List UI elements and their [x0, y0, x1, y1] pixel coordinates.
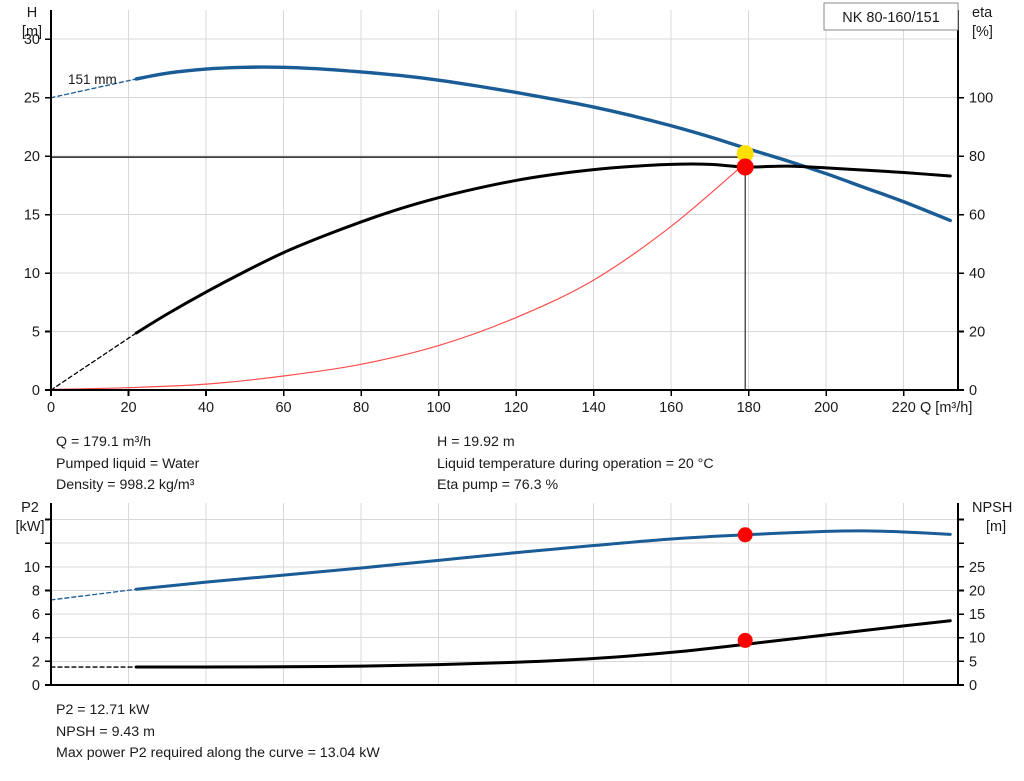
- duty-info-top: Q = 179.1 m³/h Pumped liquid = Water Den…: [0, 430, 1024, 493]
- axes: [49, 503, 960, 687]
- curve-npsh: [134, 619, 952, 669]
- curve-npsh: [50, 162, 746, 391]
- x-axis-title: Q [m³/h]: [920, 400, 972, 416]
- y-tick-label: 20: [24, 149, 40, 165]
- y-tick-label: 10: [24, 266, 40, 282]
- y2-tick-label: 60: [969, 208, 985, 224]
- y-tick-label: 8: [32, 583, 40, 599]
- info-max-power: Max power P2 required along the curve = …: [56, 745, 380, 761]
- y2-tick-label: 0: [969, 383, 977, 399]
- y2-axis-unit: [%]: [972, 24, 993, 40]
- y-tick-label: 0: [32, 678, 40, 694]
- info-power-p2: P2 = 12.71 kW: [56, 702, 150, 718]
- x-tick-label: 220: [892, 400, 916, 416]
- model-label-box: NK 80-160/151: [823, 2, 959, 31]
- curves: [50, 65, 952, 391]
- curve-eta-dashed-extension: [50, 332, 137, 391]
- y-axis-unit: [m]: [22, 24, 42, 40]
- y-tick-label: 0: [32, 383, 40, 399]
- info-flow-rate: Q = 179.1 m³/h: [56, 434, 152, 450]
- info-npsh: NPSH = 9.43 m: [56, 723, 155, 740]
- power-npsh-chart: 0 2 4 6 8 10 0 5 10 15 20 25 P2 [kW] NPSH [m]: [16, 500, 1013, 694]
- axes: [49, 10, 960, 392]
- y2-tick-label: 100: [969, 91, 993, 107]
- x-tick-label: 100: [427, 400, 451, 416]
- head-eta-npsh-chart: 0 5 10 15 20 25 30 0 20 40 60 80 100 0 20 40 60 80 100 120 1…: [22, 2, 993, 416]
- y-tick-label: 15: [24, 208, 40, 224]
- duty-point-guides: [51, 156, 746, 390]
- tick-labels: 0 2 4 6 8 10 0 5 10 15 20 25: [24, 518, 985, 694]
- x-tick-label: 200: [814, 400, 838, 416]
- y-tick-label: 10: [24, 560, 40, 576]
- grid-lines: [51, 10, 958, 390]
- duty-marker-eta: [736, 158, 754, 176]
- x-tick-label: 0: [47, 400, 55, 416]
- duty-info-top-left: Q = 179.1 m³/h Pumped liquid = Water Den…: [56, 432, 199, 497]
- y2-axis-unit: [m]: [986, 519, 1006, 535]
- y2-axis-title: NPSH: [972, 500, 1012, 516]
- y2-tick-label: 20: [969, 325, 985, 341]
- y2-tick-label: 40: [969, 266, 985, 282]
- duty-info-bottom: P2 = 12.71 kW NPSH = 9.43 m Max power P2…: [56, 700, 380, 765]
- x-tick-label: 180: [737, 400, 761, 416]
- duty-marker-head: [736, 145, 754, 163]
- curve-h-head-dashed-extension: [50, 78, 137, 99]
- y2-axis-title: eta: [972, 5, 993, 21]
- info-pumped-liquid: Pumped liquid = Water: [56, 455, 200, 472]
- tick-labels: 0 5 10 15 20 25 30 0 20 40 60 80 100 0 20 40 60 80 100 120 1…: [24, 32, 993, 416]
- y2-tick-label: 80: [969, 149, 985, 165]
- y2-tick-label: 0: [969, 678, 977, 694]
- x-tick-label: 120: [504, 400, 528, 416]
- x-tick-label: 160: [659, 400, 683, 416]
- curve-p2-power-input-: [134, 529, 952, 591]
- y-tick-label: 25: [24, 91, 40, 107]
- info-head: H = 19.92 m: [437, 434, 515, 450]
- x-tick-label: 20: [120, 400, 136, 416]
- duty-info-top-right: H = 19.92 m Liquid temperature during op…: [437, 432, 714, 497]
- y-axis-unit: [kW]: [16, 519, 45, 535]
- impeller-diameter-label: 151 mm: [68, 72, 117, 87]
- y2-tick-label: 25: [969, 560, 985, 576]
- y-tick-label: 2: [32, 654, 40, 670]
- x-tick-label: 40: [198, 400, 214, 416]
- y-tick-label: 5: [32, 325, 40, 341]
- duty-marker-npsh: [737, 632, 753, 648]
- info-liquid-temperature: Liquid temperature during operation = 20…: [437, 455, 714, 472]
- curve-p2-dashed-extension: [50, 588, 137, 601]
- y2-tick-label: 10: [969, 631, 985, 647]
- duty-marker-power: [737, 527, 753, 543]
- y-tick-label: 6: [32, 607, 40, 623]
- duty-markers: [737, 527, 753, 648]
- y-tick-label: 30: [24, 32, 40, 48]
- y2-tick-label: 5: [969, 654, 977, 670]
- x-tick-label: 60: [275, 400, 291, 416]
- curves: [50, 529, 952, 669]
- y-tick-label: 4: [32, 631, 40, 647]
- y2-tick-label: 15: [969, 607, 985, 623]
- model-label: NK 80-160/151: [842, 10, 940, 26]
- y-axis-title: P2: [21, 500, 39, 516]
- curve-eta-efficiency-: [134, 162, 952, 335]
- y-axis-title: H: [27, 5, 37, 21]
- duty-markers: [736, 145, 754, 176]
- x-tick-label: 80: [353, 400, 369, 416]
- x-tick-label: 140: [582, 400, 606, 416]
- y2-tick-label: 20: [969, 583, 985, 599]
- curve-h-head-151-mm: [134, 65, 952, 223]
- info-eta-pump: Eta pump = 76.3 %: [437, 477, 559, 493]
- info-density: Density = 998.2 kg/m³: [56, 477, 195, 493]
